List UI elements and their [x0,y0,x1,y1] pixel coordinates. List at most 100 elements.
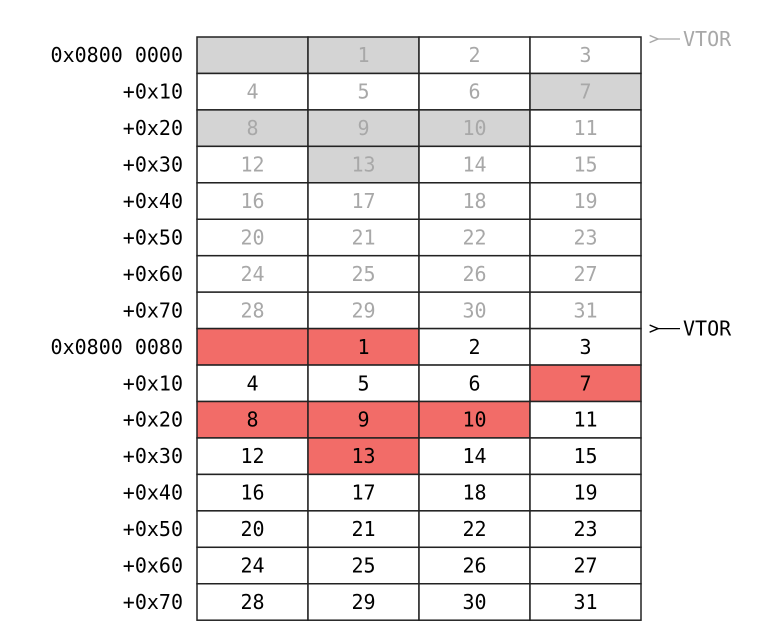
cell-value: 30 [462,590,486,614]
cell-value: 31 [573,298,597,322]
cell [418,36,531,75]
cell-value: 9 [357,116,369,140]
cell-value: 29 [351,590,375,614]
vtor-label: VTOR [683,27,732,51]
cell-value: 24 [240,554,264,578]
row-label: +0x40 [123,481,183,505]
cell-value: 4 [246,80,258,104]
cell-value: 3 [579,335,591,359]
cell-value: 13 [351,153,375,177]
cell [418,109,531,148]
cell-value: 18 [462,481,486,505]
cell-value: 30 [462,298,486,322]
cell-value: 22 [462,517,486,541]
cell-value: 8 [246,116,258,140]
cell [529,109,642,148]
row-label: +0x70 [123,298,183,322]
cell-value: 3 [579,43,591,67]
cell [196,291,309,330]
row-label: +0x10 [123,80,183,104]
row-label: +0x30 [123,153,183,177]
cell-value: 4 [246,371,258,395]
cell [196,36,309,75]
cell-value: 26 [462,554,486,578]
row-label: +0x10 [123,371,183,395]
cell [196,510,309,549]
cell-value: 17 [351,189,375,213]
cell [529,583,642,621]
cell [418,510,531,549]
cell-value: 13 [351,444,375,468]
cell-value: 26 [462,262,486,286]
cell-value: 16 [240,481,264,505]
cell-value: 19 [573,481,597,505]
row-label: +0x50 [123,517,183,541]
row-label: 0x0800 0080 [51,335,183,359]
row-label: +0x70 [123,590,183,614]
row-label: +0x40 [123,189,183,213]
cell [529,145,642,184]
row-label: +0x20 [123,116,183,140]
cell-value: 20 [240,517,264,541]
cell-value: 6 [468,371,480,395]
cell [307,437,420,476]
cell [196,254,309,293]
row-label: 0x0800 0000 [51,43,183,67]
cell-value: 6 [468,80,480,104]
cell [529,182,642,221]
row-label: +0x60 [123,554,183,578]
cell-value: 21 [351,225,375,249]
cell [418,546,531,585]
cell-value: 17 [351,481,375,505]
cell-value: 31 [573,590,597,614]
cell-value: 24 [240,262,264,286]
cell-value: 8 [246,408,258,432]
cell-value: 20 [240,225,264,249]
cell-value: 12 [240,153,264,177]
cell-value: 10 [462,116,486,140]
cell [418,583,531,621]
cell [418,182,531,221]
cell-value: 27 [573,554,597,578]
cell-value: 2 [468,43,480,67]
cell [307,364,420,403]
cell-value: 11 [573,116,597,140]
cell-value: 19 [573,189,597,213]
cell [529,291,642,330]
cell-value: 7 [579,371,591,395]
cell-value: 5 [357,371,369,395]
cell [307,109,420,148]
cell [196,546,309,585]
row-label: +0x30 [123,444,183,468]
cell [529,437,642,476]
cell-value: 16 [240,189,264,213]
cell [418,291,531,330]
cell [418,400,531,439]
cell-value: 23 [573,517,597,541]
cell-value: 25 [351,262,375,286]
cell-value: 28 [240,590,264,614]
cell-value: 27 [573,262,597,286]
cell-value: 5 [357,80,369,104]
cell [307,473,420,512]
cell-value: 10 [462,408,486,432]
cell-value: 28 [240,298,264,322]
cell [529,473,642,512]
row-label: +0x20 [123,408,183,432]
cell-value: 7 [579,80,591,104]
cell-value: 14 [462,153,486,177]
cell-value: 22 [462,225,486,249]
cell [529,72,642,111]
cell [307,546,420,585]
cell-value: 1 [357,335,369,359]
cell-value: 11 [573,408,597,432]
cell-value: 1 [357,43,369,67]
row-label: +0x60 [123,262,183,286]
cell-value: 14 [462,444,486,468]
cell [529,400,642,439]
cell-value: 25 [351,554,375,578]
cell-value: 12 [240,444,264,468]
cell-value: 23 [573,225,597,249]
cell [529,364,642,403]
